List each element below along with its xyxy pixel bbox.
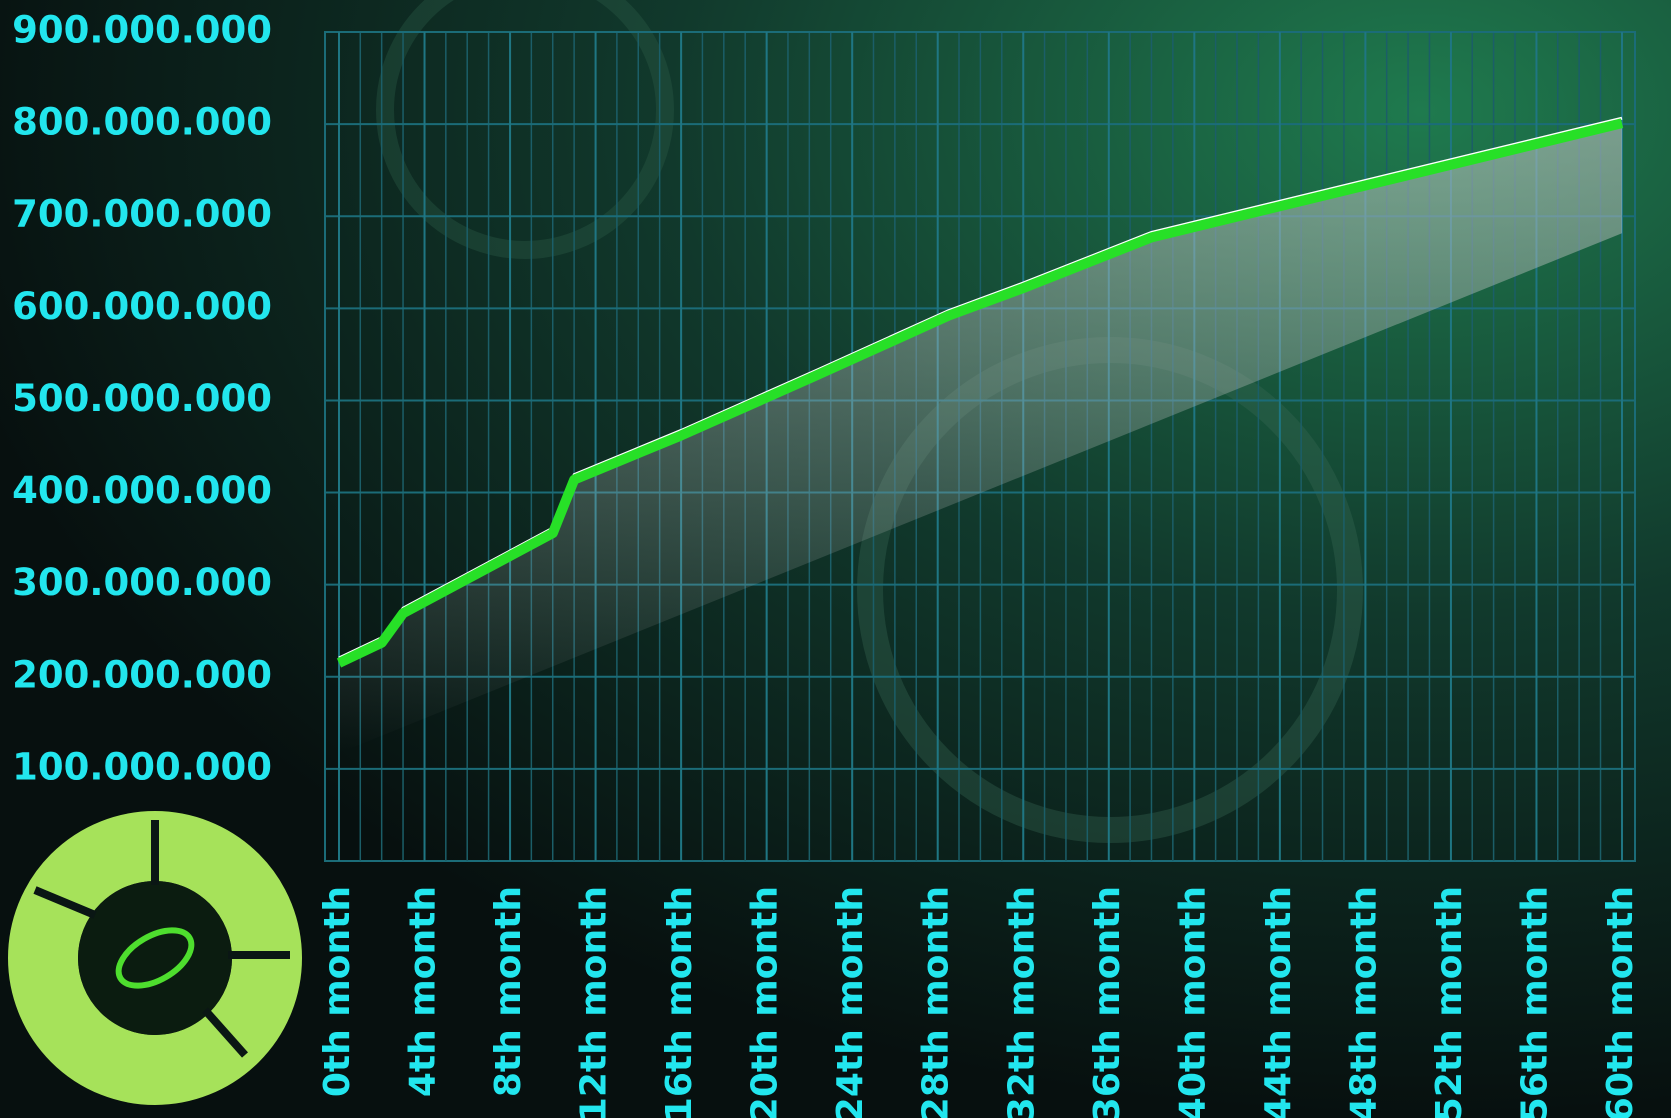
x-tick-label: 44th month bbox=[1258, 886, 1299, 1118]
x-tick-label: 4th month bbox=[403, 886, 444, 1097]
y-tick-label: 800.000.000 bbox=[12, 101, 272, 144]
x-tick-label: 8th month bbox=[488, 886, 529, 1097]
x-tick-label: 24th month bbox=[830, 886, 871, 1118]
series-line bbox=[336, 118, 1624, 668]
x-tick-label: 0th month bbox=[317, 886, 358, 1097]
x-tick-label: 16th month bbox=[659, 886, 700, 1118]
x-tick-label: 56th month bbox=[1514, 886, 1555, 1118]
logo-gap bbox=[33, 886, 97, 919]
y-tick-label: 100.000.000 bbox=[12, 745, 272, 788]
logo-core bbox=[78, 881, 232, 1035]
y-tick-label: 700.000.000 bbox=[12, 193, 272, 236]
x-tick-label: 12th month bbox=[574, 886, 615, 1118]
x-tick-label: 52th month bbox=[1429, 886, 1470, 1118]
logo-orbit bbox=[115, 927, 195, 989]
y-tick-label: 400.000.000 bbox=[12, 469, 272, 512]
y-tick-label: 300.000.000 bbox=[12, 561, 272, 604]
x-tick-label: 48th month bbox=[1343, 886, 1384, 1118]
x-tick-label: 20th month bbox=[745, 886, 786, 1118]
x-tick-label: 60th month bbox=[1600, 886, 1641, 1118]
y-tick-label: 500.000.000 bbox=[12, 377, 272, 420]
y-tick-label: 200.000.000 bbox=[12, 653, 272, 696]
x-tick-label: 28th month bbox=[916, 886, 957, 1118]
logo bbox=[8, 811, 302, 1105]
logo-gap bbox=[202, 1007, 248, 1058]
decor-ring bbox=[376, 0, 674, 259]
x-tick-label: 40th month bbox=[1172, 886, 1213, 1118]
y-tick-label: 900.000.000 bbox=[12, 9, 272, 52]
line-shadow bbox=[339, 123, 1622, 753]
x-tick-label: 32th month bbox=[1001, 886, 1042, 1118]
x-tick-label: 36th month bbox=[1087, 886, 1128, 1118]
y-tick-label: 600.000.000 bbox=[12, 285, 272, 328]
